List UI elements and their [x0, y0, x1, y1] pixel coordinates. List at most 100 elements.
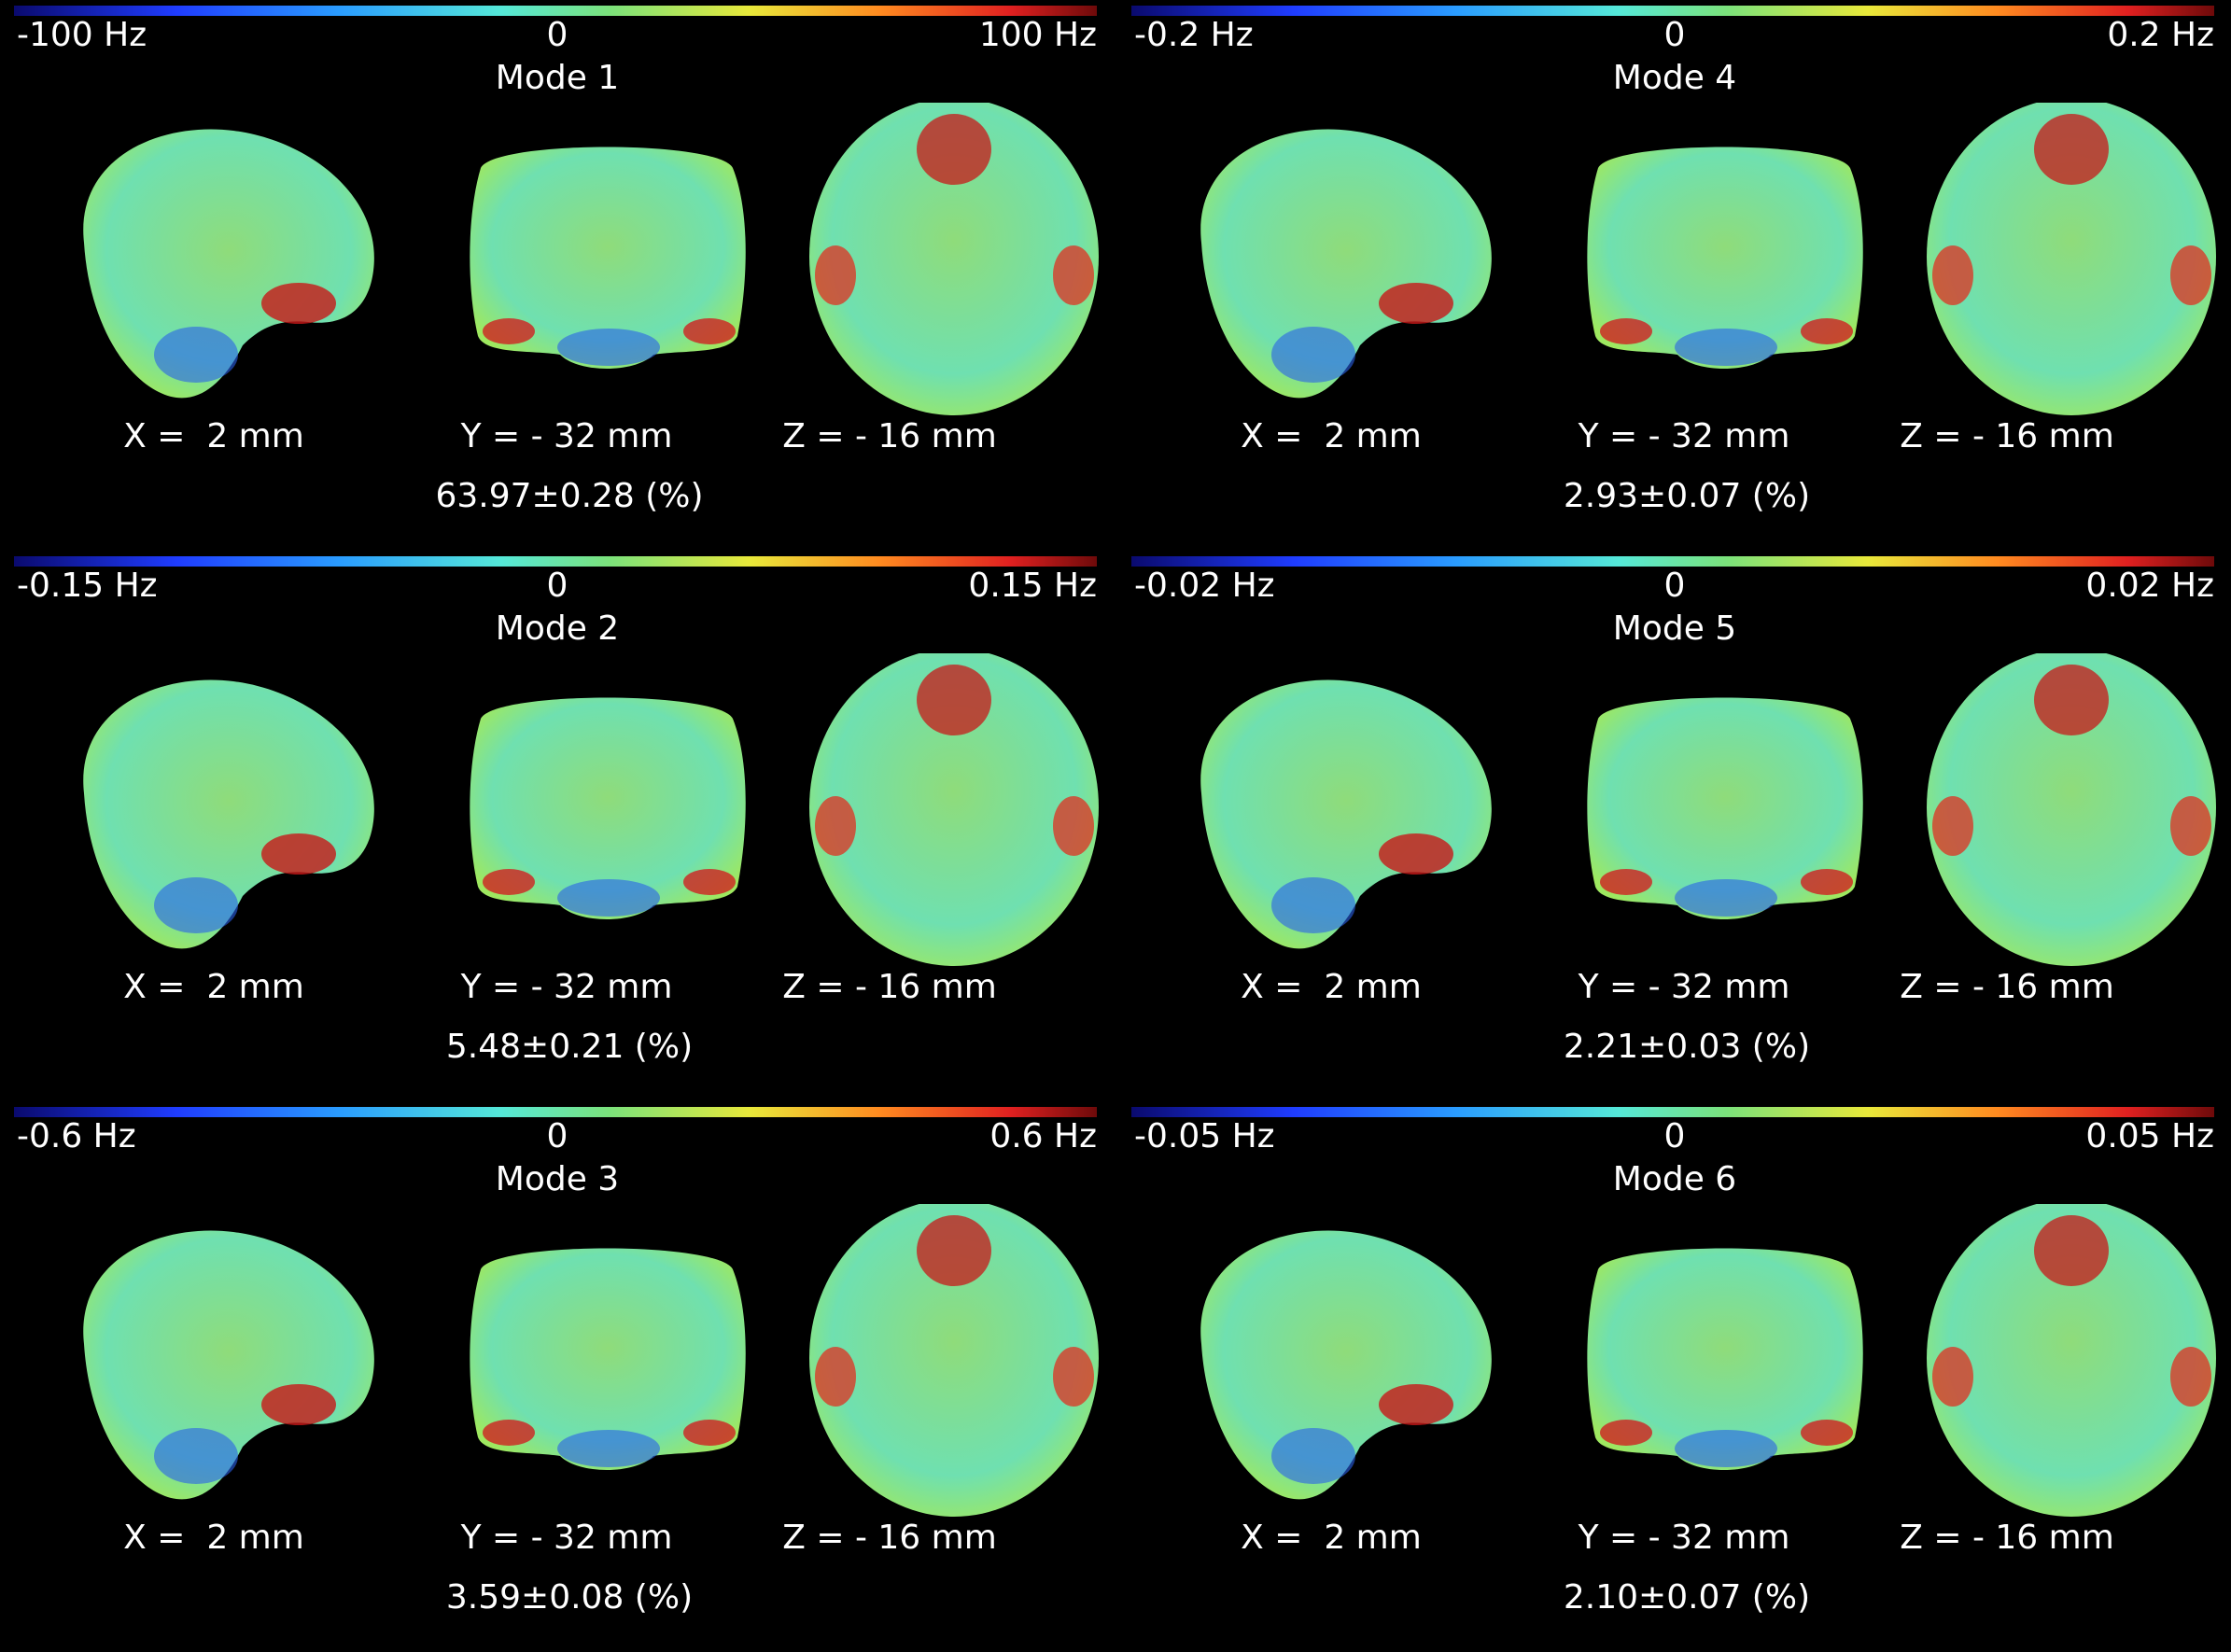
colorbar	[14, 1107, 1097, 1117]
axial-slice	[809, 653, 1099, 966]
coronal-slice	[1587, 1248, 1863, 1470]
sagittal-slice	[83, 679, 374, 949]
colorbar-min: -0.2 Hz	[1134, 16, 1254, 54]
hotspot	[683, 1420, 736, 1446]
colorbar-zero: 0	[546, 567, 568, 605]
hotspot	[1801, 869, 1853, 895]
hotspot	[815, 796, 856, 856]
slice-coordinate: X = 2 mm	[1241, 968, 1422, 1006]
hotspot	[1932, 245, 1973, 305]
slice-coordinate: X = 2 mm	[1241, 1519, 1422, 1557]
mode-panel: -0.05 Hz 0 0.05 Hz Mode 6 X = 2 mm Y = - 32 m…	[1117, 1101, 2231, 1652]
mode-title: Mode 5	[1612, 609, 1737, 648]
mode-title: Mode 2	[495, 609, 620, 648]
hotspot	[261, 833, 336, 875]
hotspot	[2170, 245, 2211, 305]
colorbar-min: -0.15 Hz	[17, 567, 158, 605]
colorbar	[14, 556, 1097, 567]
colorbar-zero: 0	[1663, 1117, 1686, 1155]
brain-slices	[1200, 653, 2216, 966]
slice-coordinate: X = 2 mm	[123, 968, 304, 1006]
mode-title: Mode 3	[495, 1160, 620, 1198]
colorbar-zero: 0	[546, 16, 568, 54]
brain-slices	[83, 103, 1099, 415]
colorbar	[14, 6, 1097, 16]
slice-coordinate: Z = - 16 mm	[1900, 968, 2114, 1006]
mode-title: Mode 4	[1612, 59, 1737, 97]
hotspot	[2170, 796, 2211, 856]
brain-slices	[1200, 103, 2216, 415]
colorbar-max: 0.15 Hz	[968, 567, 1097, 605]
hotspot	[1600, 869, 1652, 895]
colorbar-max: 0.2 Hz	[2107, 16, 2214, 54]
axial-slice	[1927, 1204, 2216, 1517]
hotspot	[2034, 114, 2109, 185]
hotspot	[1379, 283, 1453, 324]
hotspot	[1379, 1384, 1453, 1425]
colorbar-min: -0.6 Hz	[17, 1117, 136, 1155]
hotspot	[1801, 318, 1853, 344]
hotspot	[1053, 245, 1094, 305]
slice-coordinate: Y = - 32 mm	[1578, 968, 1790, 1006]
mode-panel: -0.15 Hz 0 0.15 Hz Mode 2 X = 2 mm Y = - 32 m…	[0, 551, 1116, 1101]
coldspot	[1675, 879, 1777, 917]
coldspot	[1271, 877, 1355, 933]
axial-slice	[809, 1204, 1099, 1517]
hotspot	[1053, 796, 1094, 856]
hotspot	[917, 665, 991, 735]
mode-panel: -100 Hz 0 100 Hz Mode 1 X = 2 mm Y = - 32 mm Z…	[0, 0, 1116, 551]
coronal-slice	[470, 1248, 746, 1470]
hotspot	[1932, 1347, 1973, 1407]
coronal-slice	[1587, 147, 1863, 369]
slice-coordinate: Y = - 32 mm	[460, 968, 673, 1006]
sagittal-slice	[1200, 1230, 1492, 1500]
hotspot	[483, 318, 535, 344]
coldspot	[557, 1430, 660, 1467]
coldspot	[557, 879, 660, 917]
coldspot	[557, 329, 660, 366]
coldspot	[1675, 329, 1777, 366]
hotspot	[815, 1347, 856, 1407]
slice-coordinate: Y = - 32 mm	[1578, 417, 1790, 455]
slice-coordinate: X = 2 mm	[1241, 417, 1422, 455]
colorbar-min: -100 Hz	[17, 16, 147, 54]
mode-title: Mode 1	[495, 59, 620, 97]
hotspot	[261, 1384, 336, 1425]
coronal-slice	[1587, 697, 1863, 919]
hotspot	[1600, 1420, 1652, 1446]
coldspot	[154, 877, 238, 933]
slice-coordinate: X = 2 mm	[123, 1519, 304, 1557]
hotspot	[815, 245, 856, 305]
colorbar-min: -0.02 Hz	[1134, 567, 1275, 605]
hotspot	[2170, 1347, 2211, 1407]
coldspot	[1271, 327, 1355, 383]
coldspot	[1271, 1428, 1355, 1484]
slice-coordinate: Y = - 32 mm	[460, 417, 673, 455]
hotspot	[261, 283, 336, 324]
hotspot	[483, 1420, 535, 1446]
hotspot	[1379, 833, 1453, 875]
axial-slice	[1927, 103, 2216, 415]
coronal-slice	[470, 697, 746, 919]
colorbar	[1131, 556, 2214, 567]
variance-explained: 2.10±0.07 (%)	[1563, 1578, 1811, 1617]
colorbar-max: 0.05 Hz	[2085, 1117, 2214, 1155]
slice-coordinate: Z = - 16 mm	[1900, 1519, 2114, 1557]
hotspot	[917, 1215, 991, 1286]
slice-coordinate: Y = - 32 mm	[460, 1519, 673, 1557]
mode-title: Mode 6	[1612, 1160, 1737, 1198]
colorbar	[1131, 6, 2214, 16]
hotspot	[1932, 796, 1973, 856]
slice-coordinate: Z = - 16 mm	[782, 968, 997, 1006]
sagittal-slice	[1200, 129, 1492, 399]
hotspot	[683, 869, 736, 895]
hotspot	[2034, 665, 2109, 735]
variance-explained: 63.97±0.28 (%)	[435, 477, 704, 515]
hotspot	[2034, 1215, 2109, 1286]
hotspot	[1801, 1420, 1853, 1446]
hotspot	[1600, 318, 1652, 344]
axial-slice	[1927, 653, 2216, 966]
colorbar-zero: 0	[1663, 567, 1686, 605]
hotspot	[917, 114, 991, 185]
colorbar-zero: 0	[546, 1117, 568, 1155]
